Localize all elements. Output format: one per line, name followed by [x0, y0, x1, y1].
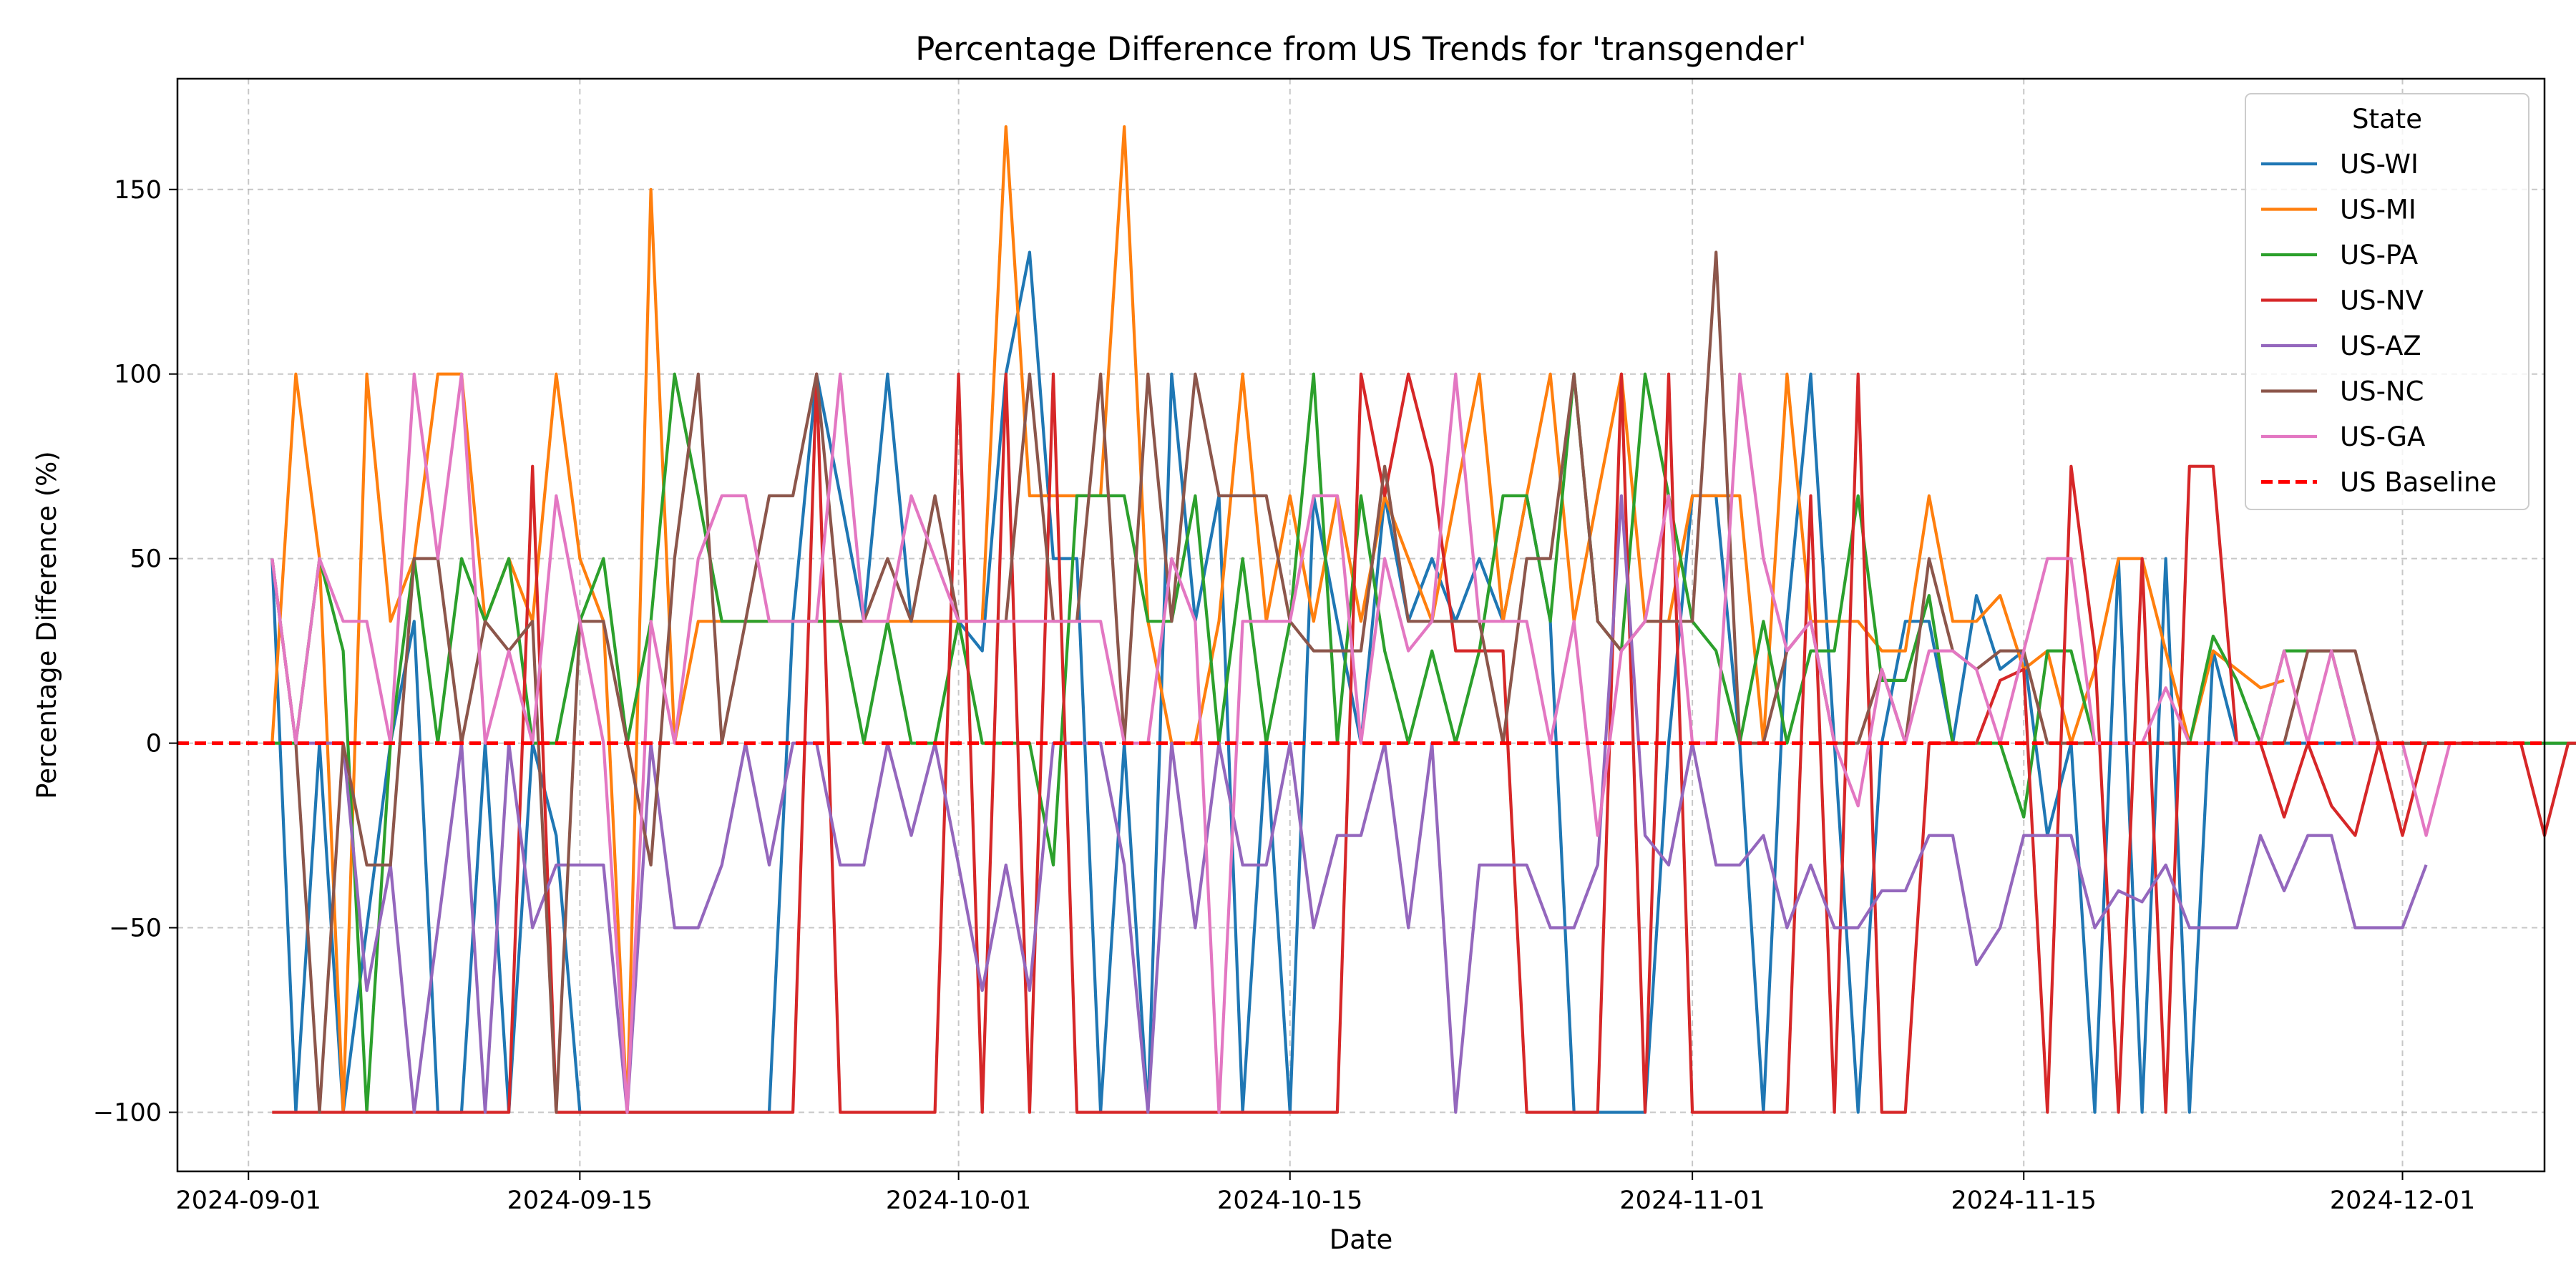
- x-tick-label: 2024-12-01: [2330, 1186, 2475, 1215]
- x-tick-label: 2024-10-15: [1217, 1186, 1362, 1215]
- chart-title: Percentage Difference from US Trends for…: [915, 30, 1807, 68]
- y-axis-title: Percentage Difference (%): [31, 451, 62, 799]
- legend-label: US-GA: [2340, 421, 2425, 452]
- y-tick-label: −50: [109, 914, 162, 943]
- plot-frame: [176, 77, 2546, 1173]
- legend-label: US Baseline: [2340, 467, 2497, 498]
- x-tick-label: 2024-11-01: [1619, 1186, 1765, 1215]
- x-tick-label: 2024-09-15: [507, 1186, 653, 1215]
- series-line-us-ga: [270, 372, 2451, 1114]
- y-tick-label: 0: [146, 730, 162, 758]
- legend-label: US-WI: [2340, 149, 2419, 180]
- series-line-us-nv: [272, 372, 2576, 1114]
- x-tick-label: 2024-10-01: [886, 1186, 1031, 1215]
- x-axis-title: Date: [1330, 1224, 1392, 1255]
- legend: State US-WI US-MI US-PA US-NV US-AZ US-NC US-GA…: [2245, 93, 2529, 510]
- axis-ticks: 2024-09-01 2024-09-15 2024-10-01 2024-10-15…: [93, 176, 2475, 1215]
- y-tick-label: −100: [93, 1098, 162, 1127]
- y-tick-label: 150: [114, 176, 162, 205]
- legend-label: US-AZ: [2340, 331, 2421, 361]
- x-tick-label: 2024-09-01: [176, 1186, 321, 1215]
- legend-label: US-NC: [2340, 376, 2424, 407]
- y-tick-label: 50: [130, 545, 162, 574]
- legend-label: US-PA: [2340, 240, 2418, 270]
- y-tick-label: 100: [114, 361, 162, 389]
- legend-label: US-NV: [2340, 286, 2424, 316]
- legend-box: [2245, 93, 2529, 510]
- x-tick-label: 2024-11-15: [1951, 1186, 2097, 1215]
- legend-title: State: [2352, 104, 2422, 135]
- legend-label: US-MI: [2340, 195, 2416, 225]
- series-lines: [177, 125, 2576, 1114]
